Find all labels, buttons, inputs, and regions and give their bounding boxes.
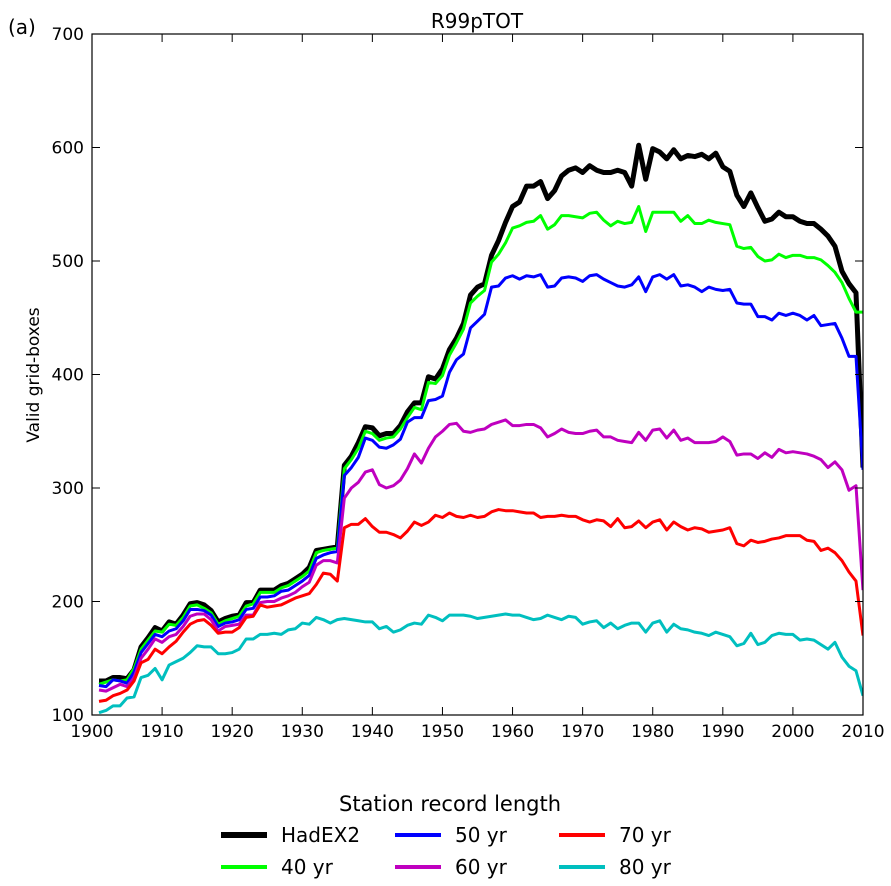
series-line-hadex2 bbox=[99, 142, 863, 684]
series-line-50-yr bbox=[98, 273, 863, 689]
x-tick-label: 1940 bbox=[351, 722, 394, 742]
x-tick-label: 1950 bbox=[421, 722, 464, 742]
x-tick-label: 2010 bbox=[841, 722, 884, 742]
legend-label: 80 yr bbox=[619, 855, 671, 879]
legend-swatch bbox=[221, 832, 267, 838]
series-line-60-yr bbox=[98, 418, 863, 693]
legend-swatch bbox=[221, 865, 267, 869]
y-tick-label: 500 bbox=[52, 252, 84, 272]
legend-label: 70 yr bbox=[619, 823, 671, 847]
axis-ticks: 1900 1910 1920 1930 1940 1950 1960 1970 1980 1990… bbox=[52, 25, 885, 742]
y-tick-label: 400 bbox=[52, 366, 84, 386]
x-tick-label: 1990 bbox=[701, 722, 744, 742]
series-layer bbox=[98, 142, 863, 715]
legend-item: 40 yr bbox=[221, 852, 361, 882]
y-axis-label: Valid grid-boxes bbox=[24, 307, 44, 442]
x-tick-label: 1900 bbox=[70, 722, 113, 742]
legend-swatch bbox=[395, 833, 441, 837]
x-tick-label: 1930 bbox=[281, 722, 324, 742]
x-tick-label: 1920 bbox=[211, 722, 254, 742]
panel-label: (a) bbox=[8, 15, 36, 39]
legend-entries: HadEX2 50 yr 70 yr 40 yr 60 yr 80 yr bbox=[180, 820, 720, 882]
y-tick-label: 300 bbox=[52, 479, 84, 499]
legend-label: HadEX2 bbox=[281, 823, 361, 847]
series-line-40-yr bbox=[98, 205, 863, 686]
legend-title: Station record length bbox=[338, 792, 562, 816]
legend-swatch bbox=[395, 865, 441, 869]
y-tick-label: 200 bbox=[52, 593, 84, 613]
series-line-70-yr bbox=[98, 508, 863, 703]
chart-title: R99pTOT bbox=[431, 9, 524, 33]
legend-item: HadEX2 bbox=[221, 820, 361, 850]
legend-swatch bbox=[559, 865, 605, 869]
x-tick-label: 2000 bbox=[771, 722, 814, 742]
legend-item: 60 yr bbox=[395, 852, 525, 882]
legend-label: 60 yr bbox=[455, 855, 507, 879]
x-tick-label: 1980 bbox=[631, 722, 674, 742]
plot-frame bbox=[91, 33, 864, 716]
legend-label: 50 yr bbox=[455, 823, 507, 847]
y-tick-label: 100 bbox=[52, 706, 84, 726]
y-tick-label: 600 bbox=[52, 139, 84, 159]
series-line-80-yr bbox=[98, 612, 863, 715]
legend-item: 70 yr bbox=[559, 820, 679, 850]
legend-item: 50 yr bbox=[395, 820, 525, 850]
y-tick-label: 700 bbox=[52, 25, 84, 45]
x-tick-label: 1960 bbox=[491, 722, 534, 742]
legend-swatch bbox=[559, 833, 605, 837]
x-tick-label: 1970 bbox=[561, 722, 604, 742]
x-tick-label: 1910 bbox=[140, 722, 183, 742]
legend: Station record length HadEX2 50 yr 70 yr 40… bbox=[180, 792, 720, 882]
legend-item: 80 yr bbox=[559, 852, 679, 882]
legend-label: 40 yr bbox=[281, 855, 333, 879]
